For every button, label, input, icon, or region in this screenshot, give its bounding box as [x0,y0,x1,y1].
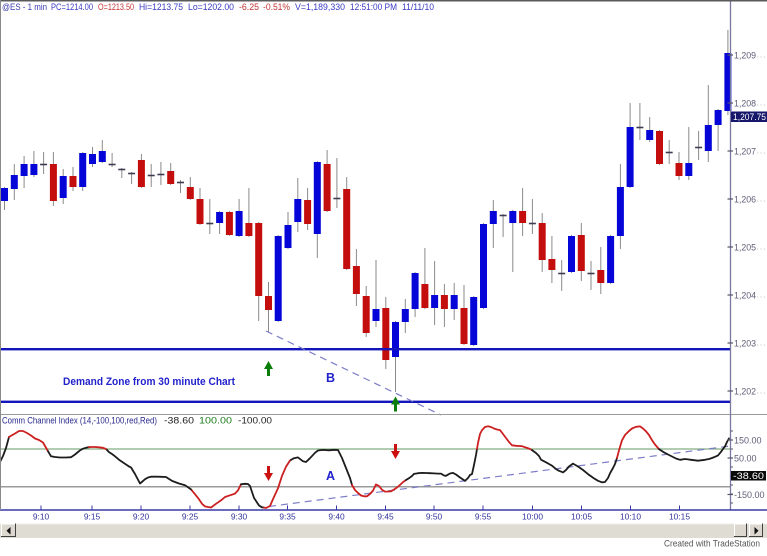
svg-text:Hi=1213.75: Hi=1213.75 [139,2,183,12]
svg-text:1,204: 1,204 [734,291,756,301]
svg-text:1,205: 1,205 [734,243,756,253]
svg-text:9:15: 9:15 [84,512,101,522]
svg-text:-0.51%: -0.51% [263,2,290,12]
svg-text:-38.60: -38.60 [733,471,764,481]
svg-text:-6.25: -6.25 [239,2,259,12]
svg-text:B: B [326,371,335,385]
svg-text:9:20: 9:20 [133,512,150,522]
svg-text:9:55: 9:55 [475,512,492,522]
svg-text:Demand Zone from 30 minute Cha: Demand Zone from 30 minute Chart [63,376,235,388]
svg-text:9:50: 9:50 [426,512,443,522]
svg-text:9:35: 9:35 [279,512,296,522]
svg-text:PC=1214.00: PC=1214.00 [51,2,93,12]
svg-text:10:05: 10:05 [571,512,592,522]
svg-text:O=1213.50: O=1213.50 [98,2,134,12]
svg-text:1,208: 1,208 [734,99,756,109]
svg-text:A: A [326,469,335,483]
svg-text:10:15: 10:15 [669,512,690,522]
svg-text:9:30: 9:30 [231,512,248,522]
svg-text:9:45: 9:45 [377,512,394,522]
svg-text:@ES - 1 min: @ES - 1 min [2,2,47,12]
svg-text:V=1,189,330: V=1,189,330 [295,2,345,12]
svg-text:50.00: 50.00 [734,454,757,464]
svg-text:1,202: 1,202 [734,387,756,397]
svg-text:9:40: 9:40 [328,512,345,522]
svg-text:9:25: 9:25 [182,512,199,522]
svg-text:10:00: 10:00 [522,512,543,522]
svg-text:1,207.75: 1,207.75 [733,112,766,122]
svg-text:1,207: 1,207 [734,147,756,157]
svg-text:9:10: 9:10 [33,512,50,522]
svg-text:1,203: 1,203 [734,339,756,349]
svg-text:Lo=1202.00: Lo=1202.00 [188,2,234,12]
svg-text:10:10: 10:10 [620,512,641,522]
svg-text:12:51:00 PM: 12:51:00 PM [350,2,397,12]
svg-text:Created with TradeStation: Created with TradeStation [664,539,760,549]
svg-text:-38.60: -38.60 [164,416,194,426]
svg-text:-150.00: -150.00 [734,490,765,500]
svg-text:Comm Channel Index (14,-100,10: Comm Channel Index (14,-100,100,red,Red) [2,416,157,426]
svg-text:100.00: 100.00 [199,416,232,426]
svg-text:150.00: 150.00 [734,436,762,446]
svg-text:11/11/10: 11/11/10 [402,2,434,12]
svg-text:1,206: 1,206 [734,195,756,205]
svg-text:-100.00: -100.00 [238,416,272,426]
svg-text:1,209: 1,209 [734,51,756,61]
